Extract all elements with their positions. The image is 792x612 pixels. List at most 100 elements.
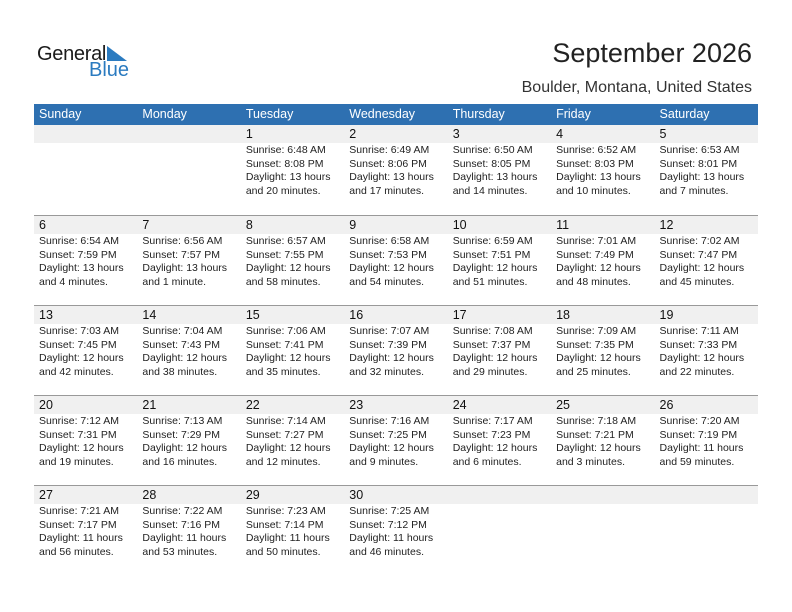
day-cell: Sunrise: 7:14 AM Sunset: 7:27 PM Daylight:… <box>241 414 344 469</box>
day-number: 28 <box>142 488 157 502</box>
day-cell: Sunrise: 6:59 AM Sunset: 7:51 PM Daylight:… <box>448 234 551 289</box>
sunset-text: Sunset: 7:31 PM <box>39 428 117 441</box>
logo-general: General <box>37 43 107 65</box>
sunrise-text: Sunrise: 6:54 AM <box>39 235 119 247</box>
day-number: 30 <box>349 488 364 502</box>
date-band: 20 21 22 23 24 25 26 <box>34 396 758 414</box>
day-cell: Sunrise: 7:01 AM Sunset: 7:49 PM Daylight:… <box>551 234 654 289</box>
day-cell: Sunrise: 7:04 AM Sunset: 7:43 PM Daylight:… <box>137 324 240 379</box>
sunrise-text: Sunrise: 6:59 AM <box>452 235 533 247</box>
sunset-text: Sunset: 7:29 PM <box>142 428 221 441</box>
daylight-text: Daylight: 11 hours <box>39 532 123 545</box>
week-row: 20 21 22 23 24 25 26 Sunrise: 7:12 AM Sunset: 7:… <box>34 395 758 485</box>
day-number <box>137 125 240 143</box>
sunset-text: Sunset: 7:27 PM <box>245 428 324 441</box>
week-row: 13 14 15 16 17 18 19 Sunrise: 7:03 AM Sunset: 7:… <box>34 305 758 395</box>
daylight-text: Daylight: 13 hours <box>452 171 538 184</box>
day-number: 10 <box>452 218 467 232</box>
daylight-text: Daylight: 13 hours <box>349 171 434 184</box>
sunset-text: Sunset: 7:57 PM <box>142 248 221 261</box>
day-info-row: Sunrise: 6:54 AM Sunset: 7:59 PM Daylight:… <box>34 234 758 289</box>
day-number: 1 <box>245 127 253 141</box>
day-cell: Sunrise: 7:02 AM Sunset: 7:47 PM Daylight:… <box>655 234 758 289</box>
sunrise-text: Sunrise: 6:49 AM <box>349 144 430 156</box>
day-number <box>34 125 137 143</box>
weekday-saturday: Saturday <box>659 107 710 121</box>
day-number: 29 <box>245 488 260 502</box>
logo-blue: Blue <box>89 59 130 81</box>
weekday-wednesday: Wednesday <box>349 107 416 121</box>
daylight-text: Daylight: 12 hours <box>556 262 641 275</box>
sunrise-text: Sunrise: 7:12 AM <box>39 415 119 427</box>
sunset-text: Sunset: 7:35 PM <box>556 338 634 351</box>
day-number: 26 <box>659 398 674 412</box>
day-number: 11 <box>556 218 570 232</box>
sunrise-text: Sunrise: 7:02 AM <box>659 235 740 247</box>
day-cell: Sunrise: 7:22 AM Sunset: 7:16 PM Daylight:… <box>137 504 240 559</box>
daylight2-text: and 45 minutes. <box>659 275 735 288</box>
sunset-text: Sunset: 7:23 PM <box>452 428 531 441</box>
weekday-monday: Monday <box>142 107 187 121</box>
day-number: 5 <box>659 127 667 141</box>
daylight-text: Daylight: 11 hours <box>349 532 434 545</box>
sunrise-text: Sunrise: 7:23 AM <box>245 505 326 517</box>
daylight2-text: and 3 minutes. <box>556 455 625 468</box>
sunset-text: Sunset: 7:33 PM <box>659 338 738 351</box>
day-info-row: Sunrise: 6:48 AM Sunset: 8:08 PM Daylight:… <box>34 143 758 198</box>
daylight-text: Daylight: 13 hours <box>142 262 228 275</box>
daylight2-text: and 19 minutes. <box>39 455 114 468</box>
daylight2-text: and 25 minutes. <box>556 365 631 378</box>
sunrise-text: Sunrise: 7:01 AM <box>556 235 637 247</box>
day-info-row: Sunrise: 7:03 AM Sunset: 7:45 PM Daylight:… <box>34 324 758 379</box>
daylight-text: Daylight: 12 hours <box>245 442 331 455</box>
daylight-text: Daylight: 13 hours <box>39 262 124 275</box>
day-number: 16 <box>349 308 364 322</box>
day-cell: Sunrise: 7:08 AM Sunset: 7:37 PM Daylight:… <box>448 324 551 379</box>
daylight-text: Daylight: 12 hours <box>39 352 124 365</box>
daylight2-text: and 10 minutes. <box>556 184 631 197</box>
daylight-text: Daylight: 12 hours <box>452 352 538 365</box>
daylight-text: Daylight: 12 hours <box>142 352 228 365</box>
sunrise-text: Sunrise: 7:20 AM <box>659 415 740 427</box>
day-cell <box>448 504 551 559</box>
daylight-text: Daylight: 12 hours <box>39 442 124 455</box>
day-cell: Sunrise: 6:54 AM Sunset: 7:59 PM Daylight:… <box>34 234 137 289</box>
sunrise-text: Sunrise: 7:09 AM <box>556 325 637 337</box>
sunset-text: Sunset: 7:47 PM <box>659 248 738 261</box>
day-number <box>448 486 551 504</box>
day-number: 4 <box>556 127 564 141</box>
weekday-tuesday: Tuesday <box>245 107 294 121</box>
week-row: 1 2 3 4 5 Sunrise: 6:48 AM Sunset: 8:08 PM Dayl… <box>34 125 758 215</box>
day-cell: Sunrise: 7:18 AM Sunset: 7:21 PM Daylight:… <box>551 414 654 469</box>
day-number <box>551 486 654 504</box>
day-number: 2 <box>349 127 357 141</box>
daylight2-text: and 9 minutes. <box>349 455 419 468</box>
daylight2-text: and 42 minutes. <box>39 365 114 378</box>
sunrise-text: Sunrise: 6:56 AM <box>142 235 223 247</box>
sunset-text: Sunset: 7:16 PM <box>142 518 221 531</box>
daylight-text: Daylight: 12 hours <box>349 442 434 455</box>
date-band: 1 2 3 4 5 <box>34 125 758 143</box>
daylight2-text: and 38 minutes. <box>142 365 218 378</box>
day-cell: Sunrise: 6:57 AM Sunset: 7:55 PM Daylight:… <box>241 234 344 289</box>
logo: General Blue <box>37 43 129 81</box>
daylight-text: Daylight: 12 hours <box>659 262 745 275</box>
daylight2-text: and 14 minutes. <box>452 184 528 197</box>
day-cell: Sunrise: 7:23 AM Sunset: 7:14 PM Daylight:… <box>241 504 344 559</box>
sunrise-text: Sunrise: 7:16 AM <box>349 415 430 427</box>
day-cell: Sunrise: 7:09 AM Sunset: 7:35 PM Daylight:… <box>551 324 654 379</box>
location-subtitle: Boulder, Montana, United States <box>521 79 752 96</box>
sunrise-text: Sunrise: 6:48 AM <box>245 144 326 156</box>
day-cell: Sunrise: 7:17 AM Sunset: 7:23 PM Daylight:… <box>448 414 551 469</box>
sunset-text: Sunset: 7:14 PM <box>245 518 324 531</box>
weekday-sunday: Sunday <box>39 107 82 121</box>
day-number: 21 <box>142 398 157 412</box>
daylight2-text: and 54 minutes. <box>349 275 424 288</box>
day-cell: Sunrise: 7:07 AM Sunset: 7:39 PM Daylight:… <box>344 324 447 379</box>
day-number: 23 <box>349 398 364 412</box>
sunset-text: Sunset: 7:51 PM <box>452 248 531 261</box>
day-number: 3 <box>452 127 460 141</box>
week-row: 6 7 8 9 10 11 12 Sunrise: 6:54 AM Sunset: 7:59 P… <box>34 215 758 305</box>
day-number: 6 <box>39 218 46 232</box>
sunset-text: Sunset: 8:05 PM <box>452 157 531 170</box>
